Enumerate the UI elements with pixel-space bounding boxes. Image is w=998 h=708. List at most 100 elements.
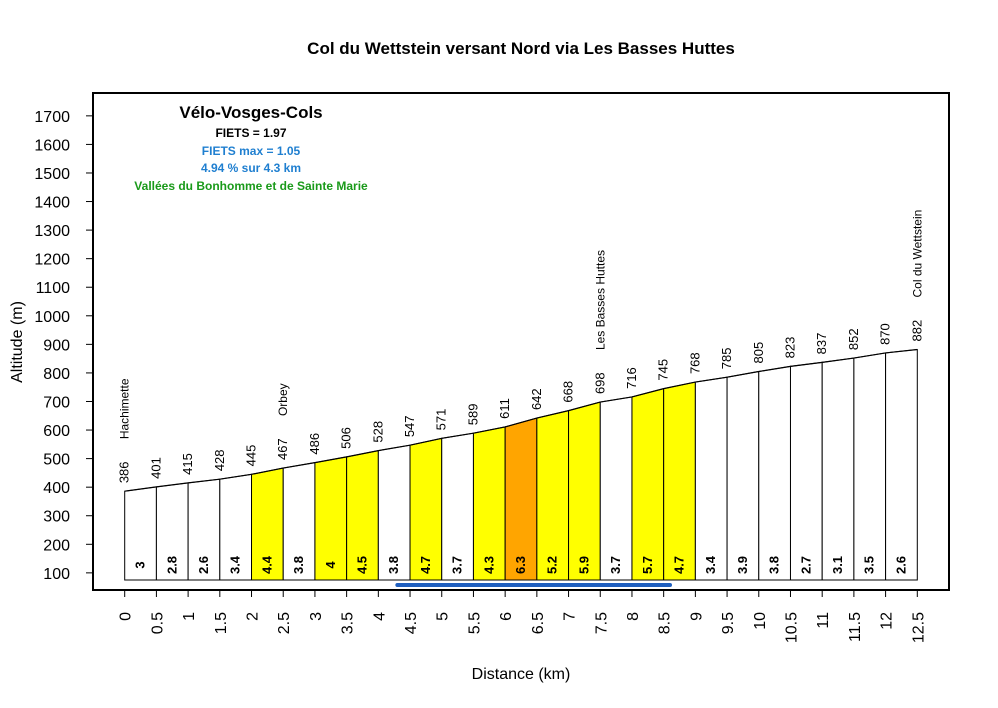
gradient-label: 3.7 — [450, 556, 465, 574]
place-label: Col du Wettstein — [910, 210, 924, 298]
y-tick-label: 800 — [43, 366, 70, 383]
gradient-label: 5.9 — [576, 556, 591, 574]
altitude-label: 428 — [212, 449, 227, 471]
x-tick-label: 2 — [245, 612, 262, 621]
x-tick-label: 3 — [308, 612, 325, 621]
x-tick-label: 10 — [752, 612, 769, 630]
place-label: Hachimette — [118, 378, 132, 439]
altitude-label: 486 — [307, 433, 322, 455]
x-tick-label: 5.5 — [466, 612, 483, 634]
y-tick-label: 400 — [43, 480, 70, 497]
x-tick-label: 0 — [118, 612, 135, 621]
y-axis: 100 200 300 400 500 600 700 800 900 1000 1100 1200 1… — [34, 109, 93, 583]
altitude-label: 611 — [497, 398, 512, 419]
y-tick-label: 1200 — [34, 252, 70, 269]
altitude-label: 837 — [814, 333, 829, 355]
gradient-label: 2.6 — [893, 556, 908, 574]
gradient-label: 3.4 — [228, 555, 243, 574]
y-tick-label: 1700 — [34, 109, 70, 126]
y-tick-label: 500 — [43, 452, 70, 469]
y-tick-label: 600 — [43, 423, 70, 440]
x-tick-label: 4.5 — [403, 612, 420, 634]
gradient-label: 2.6 — [196, 556, 211, 574]
y-tick-label: 1300 — [34, 223, 70, 240]
segment-bar — [726, 370, 760, 581]
x-tick-label: 2.5 — [276, 612, 293, 634]
altitude-label: 668 — [561, 381, 576, 403]
x-tick-label: 5 — [435, 612, 452, 621]
segment-bars — [124, 348, 918, 581]
altitude-label: 571 — [434, 409, 449, 431]
y-tick-label: 1100 — [36, 280, 71, 297]
segment-bar — [536, 409, 570, 581]
place-label: Les Basses Huttes — [593, 250, 607, 350]
x-axis: 0 0.5 1 1.5 2 2.5 3 3.5 4 4.5 5 5.5 6 6.5 7 7.5 8 8.5 9 9.5… — [118, 590, 927, 643]
y-tick-label: 1500 — [34, 166, 70, 183]
x-tick-label: 8.5 — [657, 612, 674, 634]
segment-bar — [789, 361, 823, 581]
gradient-label: 3.4 — [703, 555, 718, 574]
altitude-label: 823 — [782, 337, 797, 359]
altitude-label: 386 — [117, 461, 132, 483]
segment-bar — [758, 365, 791, 581]
x-tick-label: 8 — [625, 612, 642, 621]
segment-bar — [663, 381, 696, 581]
x-tick-label: 10.5 — [783, 612, 800, 643]
altitude-label: 716 — [624, 367, 639, 389]
y-tick-label: 300 — [43, 509, 70, 526]
gradient-label: 3.9 — [735, 556, 750, 574]
altitude-label: 547 — [402, 415, 417, 437]
gradient-label: 3 — [133, 561, 148, 568]
max-segment-detail: 4.94 % sur 4.3 km — [201, 161, 301, 175]
gradient-label: 6.3 — [513, 556, 528, 574]
gradient-label: 4 — [323, 561, 338, 569]
segment-bar — [885, 348, 918, 581]
profile-line-group — [124, 348, 918, 492]
x-tick-label: 9 — [688, 612, 705, 621]
x-tick-label: 7 — [562, 612, 579, 621]
altitude-label: 589 — [465, 403, 480, 425]
altitude-label: 870 — [878, 323, 893, 345]
segment-bar — [631, 387, 665, 581]
altitude-label: 415 — [180, 453, 195, 475]
x-tick-label: 0.5 — [149, 612, 166, 634]
altitude-labels: 386 401 415 428 445 467 486 506 528 547 571 589 611 6… — [117, 320, 925, 483]
altitude-label: 852 — [846, 328, 861, 350]
x-tick-label: 4 — [371, 612, 388, 621]
altitude-label: 768 — [687, 352, 702, 374]
gradient-label: 4.7 — [672, 556, 687, 574]
gradient-label: 4.5 — [354, 556, 369, 574]
site-title: Vélo-Vosges-Cols — [179, 103, 322, 122]
fiets-max-value: FIETS max = 1.05 — [202, 144, 301, 158]
altitude-label: 467 — [275, 438, 290, 460]
gradient-label: 2.7 — [798, 556, 813, 574]
altitude-label: 506 — [339, 427, 354, 449]
region-name: Vallées du Bonhomme et de Sainte Marie — [134, 179, 368, 193]
x-tick-label: 12 — [879, 612, 896, 630]
segment-bar — [694, 376, 728, 581]
x-tick-label: 6.5 — [530, 612, 547, 634]
segment-bar — [599, 396, 633, 581]
segment-bar — [853, 352, 887, 581]
altitude-label: 805 — [751, 342, 766, 364]
gradient-label: 5.7 — [640, 556, 655, 574]
y-tick-label: 200 — [43, 537, 70, 554]
altitude-label: 745 — [656, 359, 671, 381]
y-tick-label: 1400 — [34, 195, 70, 212]
segment-bar — [568, 401, 601, 581]
x-tick-label: 1 — [181, 612, 198, 621]
gradient-label: 3.5 — [862, 556, 877, 574]
y-tick-label: 100 — [43, 566, 70, 583]
chart-title: Col du Wettstein versant Nord via Les Ba… — [307, 39, 735, 58]
gradient-label: 2.8 — [164, 556, 179, 574]
altitude-label: 401 — [148, 457, 163, 479]
y-tick-label: 700 — [43, 394, 70, 411]
y-tick-label: 900 — [43, 337, 70, 354]
altitude-label: 528 — [370, 421, 385, 443]
place-labels: Hachimette Orbey Les Basses Huttes Col du W… — [118, 210, 925, 440]
segment-bar — [504, 417, 538, 581]
fiets-value: FIETS = 1.97 — [215, 126, 286, 140]
info-box: Vélo-Vosges-Cols FIETS = 1.97 FIETS max … — [134, 103, 368, 193]
altitude-label: 882 — [909, 320, 924, 342]
